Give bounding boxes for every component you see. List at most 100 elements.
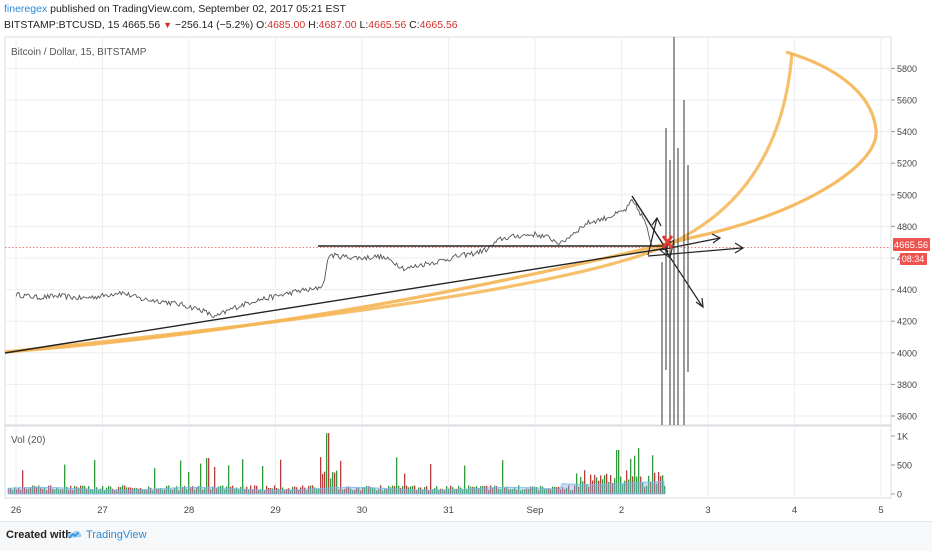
- volume-bar: [176, 486, 178, 494]
- volume-bar: [216, 488, 218, 494]
- volume-bar: [180, 460, 182, 494]
- volume-bar: [548, 488, 550, 494]
- volume-bar: [88, 486, 90, 494]
- volume-bar: [84, 485, 86, 494]
- price-tick-label: 3600: [897, 412, 917, 422]
- volume-bar: [650, 481, 652, 494]
- volume-bar: [320, 457, 322, 494]
- volume-bar: [160, 488, 162, 494]
- volume-bar: [396, 457, 398, 494]
- volume-bar: [378, 488, 380, 494]
- price-tick-label: 5000: [897, 190, 917, 200]
- time-tick-label: 30: [357, 505, 368, 516]
- volume-bar: [458, 485, 460, 494]
- volume-bar: [38, 485, 40, 494]
- volume-bar: [72, 490, 74, 494]
- volume-bar: [138, 488, 140, 494]
- volume-bar: [394, 486, 396, 494]
- volume-bar: [584, 470, 586, 494]
- volume-bar: [472, 486, 474, 494]
- volume-bar: [390, 487, 392, 494]
- volume-bar: [520, 490, 522, 494]
- volume-bar: [298, 490, 300, 494]
- volume-bar: [646, 485, 648, 494]
- volume-bar: [476, 486, 478, 494]
- volume-bar: [420, 487, 422, 494]
- volume-tick-label: 0: [897, 490, 902, 500]
- volume-bar: [622, 484, 624, 494]
- volume-bar: [554, 486, 556, 494]
- time-axis[interactable]: 26 27 28 29 30 31 Sep 2 3 4 5: [11, 505, 884, 516]
- volume-bar: [172, 489, 174, 494]
- volume-bar: [442, 488, 444, 494]
- volume-bar: [58, 488, 60, 494]
- publish-info: published on TradingView.com, September …: [50, 3, 346, 15]
- volume-bar: [100, 488, 102, 494]
- volume-bar: [188, 471, 190, 494]
- volume-bar: [506, 486, 508, 494]
- tradingview-logo-icon: [67, 530, 82, 539]
- volume-bar: [228, 465, 230, 494]
- volume-bar: [528, 489, 530, 494]
- volume-bar: [654, 472, 656, 494]
- price-axis[interactable]: 3600380040004200440046004800500052005400…: [891, 64, 917, 422]
- volume-bar: [630, 458, 632, 494]
- volume-bar: [296, 487, 298, 494]
- price-tick-label: 3800: [897, 380, 917, 390]
- volume-bar: [486, 485, 488, 494]
- volume-bar: [614, 478, 616, 494]
- volume-bar: [644, 486, 646, 494]
- price-tick-label: 5400: [897, 127, 917, 137]
- volume-bar: [76, 486, 78, 494]
- price-tick-label: 4400: [897, 285, 917, 295]
- volume-axis[interactable]: 0 500 1K: [891, 432, 912, 500]
- time-tick-label: 26: [11, 505, 22, 516]
- volume-bar: [130, 487, 132, 494]
- volume-bar: [558, 486, 560, 494]
- volume-bar: [134, 487, 136, 494]
- volume-bar: [374, 488, 376, 494]
- volume-bar: [636, 476, 638, 494]
- volume-bar: [312, 485, 314, 494]
- volume-bar: [534, 486, 536, 494]
- volume-bar: [16, 489, 18, 494]
- volume-bar: [156, 488, 158, 494]
- volume-bar: [208, 458, 210, 494]
- price-tick-label: 4200: [897, 317, 917, 327]
- volume-bar: [300, 487, 302, 494]
- volume-bar: [516, 489, 518, 494]
- volume-bar: [546, 488, 548, 494]
- volume-bar: [350, 488, 352, 494]
- volume-bar: [328, 433, 330, 494]
- volume-bar: [80, 485, 82, 494]
- pane-title: Bitcoin / Dollar, 15, BITSTAMP: [11, 47, 147, 58]
- price-chart[interactable]: 3600380040004200440046004800500052005400…: [0, 0, 932, 521]
- volume-bar: [136, 488, 138, 494]
- volume-bar: [364, 487, 366, 494]
- volume-bar: [586, 484, 588, 494]
- volume-bar: [56, 487, 58, 494]
- volume-bar: [278, 488, 280, 494]
- volume-bar: [468, 485, 470, 494]
- volume-bar: [226, 486, 228, 494]
- volume-bar: [538, 490, 540, 494]
- volume-bar: [612, 482, 614, 494]
- author-name[interactable]: fineregex: [4, 3, 48, 15]
- volume-bar: [466, 489, 468, 494]
- volume-bar: [478, 488, 480, 494]
- publish-line: fineregex published on TradingView.com, …: [4, 3, 346, 15]
- volume-bar: [464, 465, 466, 494]
- volume-bar: [510, 489, 512, 494]
- volume-bar: [380, 485, 382, 494]
- volume-bar: [98, 489, 100, 494]
- volume-bar: [44, 487, 46, 494]
- volume-bar: [560, 489, 562, 494]
- volume-bar: [618, 449, 620, 494]
- volume-bar: [500, 489, 502, 494]
- volume-bar: [524, 489, 526, 494]
- tradingview-brand[interactable]: TradingView: [86, 529, 147, 541]
- volume-bar: [92, 490, 94, 494]
- volume-bar: [428, 489, 430, 494]
- time-tick-label: 28: [184, 505, 195, 516]
- arrow-right: [647, 247, 743, 257]
